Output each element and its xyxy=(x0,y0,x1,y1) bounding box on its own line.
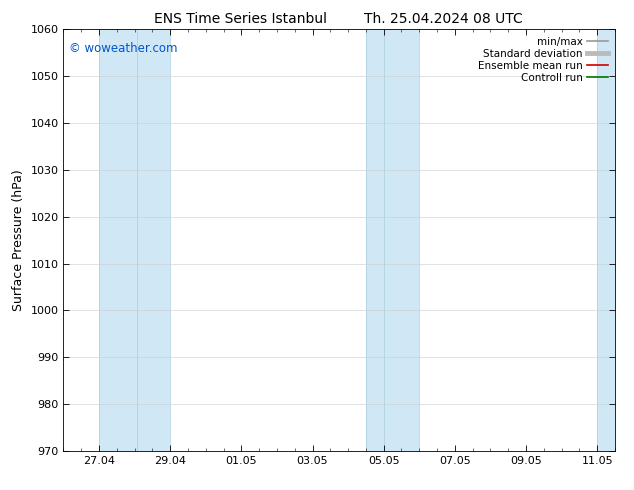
Text: © woweather.com: © woweather.com xyxy=(69,42,178,55)
Y-axis label: Surface Pressure (hPa): Surface Pressure (hPa) xyxy=(12,169,25,311)
Bar xyxy=(99,29,170,451)
Bar xyxy=(366,29,419,451)
Legend: min/max, Standard deviation, Ensemble mean run, Controll run: min/max, Standard deviation, Ensemble me… xyxy=(476,35,610,85)
Text: ENS Time Series Istanbul: ENS Time Series Istanbul xyxy=(155,12,327,26)
Text: Th. 25.04.2024 08 UTC: Th. 25.04.2024 08 UTC xyxy=(365,12,523,26)
Bar xyxy=(597,29,615,451)
